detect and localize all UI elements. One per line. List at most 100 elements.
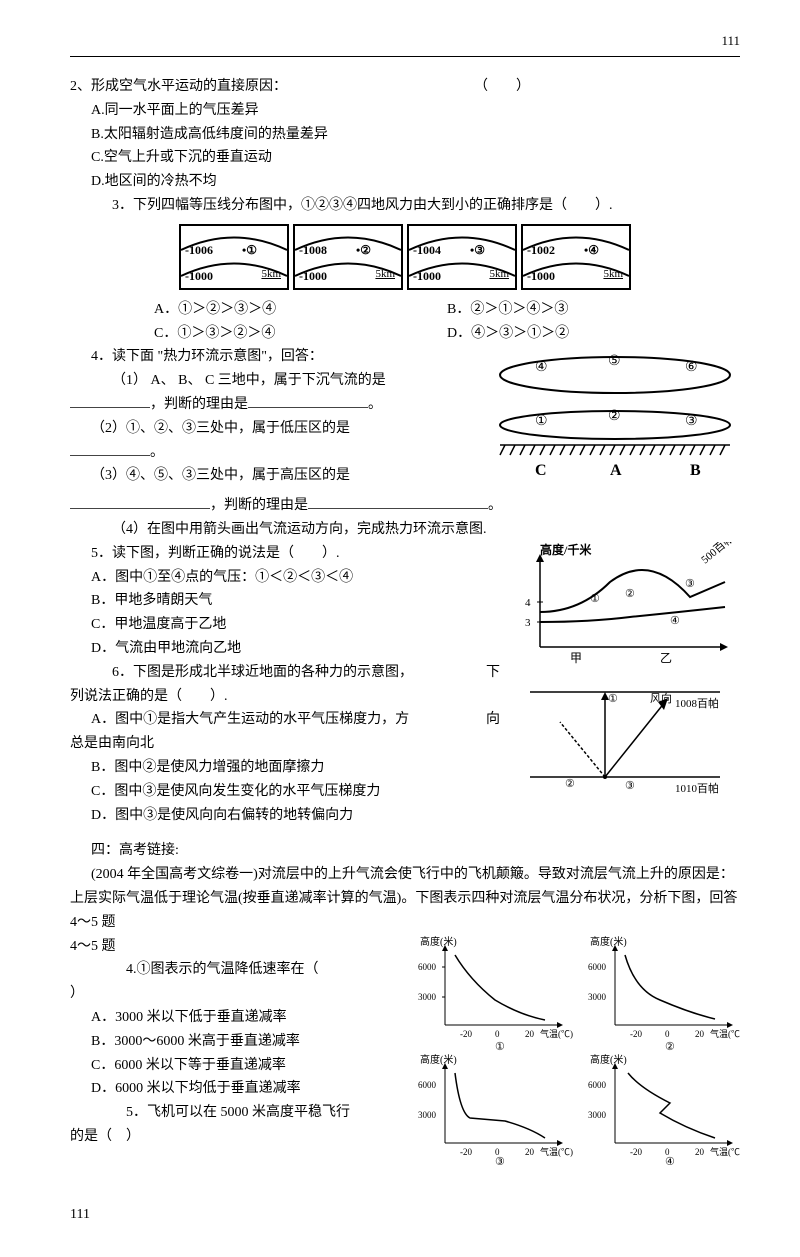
q6-opt-c: C．图中③是使风向发生变化的水平气压梯度力 — [70, 780, 500, 804]
page-number-bottom: 111 — [70, 1203, 740, 1227]
q6-opt-a-a: A．图中①是指大气产生运动的水平气压梯度力，方 — [91, 712, 409, 727]
q6-opt-a-b: 向 — [486, 708, 500, 732]
iso4-top: -1002 — [527, 240, 555, 260]
q3-opt-a: A．①＞②＞③＞④ — [154, 298, 447, 322]
svg-text:③: ③ — [685, 414, 698, 429]
thermal-circulation-figure: ④ ⑤ ⑥ ① ② ③ C A B — [490, 345, 740, 494]
iso3-km: 5km — [489, 265, 509, 284]
svg-text:②: ② — [625, 588, 635, 600]
svg-text:1008百帕: 1008百帕 — [675, 696, 719, 710]
svg-text:0: 0 — [665, 1029, 670, 1039]
q5-opt-a: A．图中①至④点的气压：①＜②＜③＜④ — [70, 566, 500, 590]
svg-text:3000: 3000 — [588, 992, 607, 1002]
header-rule — [70, 56, 740, 57]
q2-opt-d: D.地区间的冷热不均 — [70, 170, 740, 194]
q5-opt-d: D．气流由甲地流向乙地 — [70, 637, 500, 661]
iso2-km: 5km — [375, 265, 395, 284]
svg-text:④: ④ — [670, 615, 680, 627]
q4-p1c: 。 — [368, 397, 382, 412]
q6-stem-b: 下 — [486, 661, 500, 685]
svg-text:-20: -20 — [460, 1029, 472, 1039]
svg-text:②: ② — [608, 409, 621, 424]
svg-text:气温(℃): 气温(℃) — [710, 1028, 740, 1039]
q2-stem: 2、形成空气水平运动的直接原因： — [70, 79, 287, 94]
q5-opt-c: C．甲地温度高于乙地 — [70, 613, 500, 637]
iso4-bot: -1000 — [527, 266, 555, 286]
svg-text:④: ④ — [535, 360, 548, 375]
question-3: 3．下列四幅等压线分布图中，①②③④四地风力由大到小的正确排序是（ ）. -10… — [70, 194, 740, 345]
svg-text:20: 20 — [525, 1029, 535, 1039]
svg-text:3000: 3000 — [418, 992, 437, 1002]
svg-text:3000: 3000 — [588, 1110, 607, 1120]
iso3-pt: ③ — [474, 243, 485, 257]
q4-blank3[interactable] — [70, 455, 150, 456]
svg-text:B: B — [690, 462, 701, 479]
q6-opt-a-c: 总是由南向北 — [70, 732, 500, 756]
gq4-opt-a: A．3000 米以下低于垂直递减率 — [70, 1006, 400, 1030]
svg-text:6000: 6000 — [588, 1080, 607, 1090]
svg-text:④: ④ — [665, 1156, 675, 1165]
q2-opt-c: C.空气上升或下沉的垂直运动 — [70, 146, 740, 170]
question-2: 2、形成空气水平运动的直接原因： （ ） A.同一水平面上的气压差异 B.太阳辐… — [70, 75, 740, 194]
svg-text:②: ② — [665, 1041, 675, 1053]
isobar-4: -1002 •④ -1000 5km — [521, 224, 631, 290]
svg-text:⑤: ⑤ — [608, 354, 621, 369]
svg-text:20: 20 — [525, 1147, 535, 1157]
isobar-2: -1008 •② -1000 5km — [293, 224, 403, 290]
svg-text:⑥: ⑥ — [685, 360, 698, 375]
svg-text:20: 20 — [695, 1029, 705, 1039]
svg-text:高度(米): 高度(米) — [590, 1053, 627, 1066]
gq4-opt-b: B．3000～6000 米高于垂直递减率 — [70, 1030, 400, 1054]
svg-text:-20: -20 — [630, 1147, 642, 1157]
iso2-bot: -1000 — [299, 266, 327, 286]
page-number-top: 111 — [70, 30, 740, 52]
q3-stem: 3．下列四幅等压线分布图中，①②③④四地风力由大到小的正确排序是（ ）. — [70, 194, 740, 218]
svg-text:乙: 乙 — [660, 651, 672, 665]
gq4-opt-c: C．6000 米以下等于垂直递减率 — [70, 1054, 400, 1078]
svg-text:①: ① — [495, 1041, 505, 1053]
gq5-stem-b: 的是（ ） — [70, 1125, 400, 1149]
svg-text:①: ① — [590, 593, 600, 605]
svg-text:3: 3 — [525, 617, 531, 629]
iso4-km: 5km — [603, 265, 623, 284]
q2-opt-a: A.同一水平面上的气压差异 — [70, 99, 740, 123]
gq4-opt-d: D．6000 米以下均低于垂直递减率 — [70, 1077, 400, 1101]
q4-p3b: ，判断的理由是 — [210, 498, 308, 513]
q6-stem-a: 6．下图是形成北半球近地面的各种力的示意图， — [112, 665, 413, 680]
svg-text:高度(米): 高度(米) — [590, 935, 627, 948]
gq4-stem: 4.①图表示的气温降低速率在（ — [126, 962, 319, 977]
q4-p2a: （2）①、②、③三处中，属于低压区的是 — [91, 421, 350, 436]
q4-blank4[interactable] — [70, 508, 210, 509]
section4-title: 四：高考链接: — [70, 839, 740, 863]
svg-text:高度(米): 高度(米) — [420, 1053, 457, 1066]
svg-text:③: ③ — [625, 780, 635, 792]
q4-blank1[interactable] — [70, 407, 150, 408]
section4-intro: (2004 年全国高考文综卷一)对流层中的上升气流会使飞行中的飞机颠簸。导致对流… — [70, 863, 740, 934]
question-4: 4．读下面 "热力环流示意图"，回答： （1） A、 B、 C 三地中，属于下沉… — [70, 345, 740, 494]
svg-text:高度(米): 高度(米) — [420, 935, 457, 948]
iso2-top: -1008 — [299, 240, 327, 260]
svg-text:6000: 6000 — [588, 962, 607, 972]
iso3-top: -1004 — [413, 240, 441, 260]
svg-text:①: ① — [608, 693, 618, 705]
iso1-pt: ① — [246, 243, 257, 257]
iso1-top: -1006 — [185, 240, 213, 260]
iso2-pt: ② — [360, 243, 371, 257]
svg-text:①: ① — [535, 414, 548, 429]
q2-opt-b: B.太阳辐射造成高低纬度间的热量差异 — [70, 123, 740, 147]
q6-opt-b: B．图中②是使风力增强的地面摩擦力 — [70, 756, 500, 780]
q4-blank2[interactable] — [248, 407, 368, 408]
q4-p1a: （1） A、 B、 C 三地中，属于下沉气流的是 — [112, 373, 386, 388]
q4-p2b: 。 — [150, 445, 164, 460]
q2-paren: （ ） — [474, 79, 530, 94]
q4-p1b: ，判断的理由是 — [150, 397, 248, 412]
svg-text:风向: 风向 — [650, 691, 672, 705]
svg-text:500百帕: 500百帕 — [698, 542, 736, 566]
svg-text:6000: 6000 — [418, 962, 437, 972]
isobar-3: -1004 •③ -1000 5km — [407, 224, 517, 290]
q4-p3a: （3）④、⑤、③三处中，属于高压区的是 — [91, 468, 350, 483]
svg-text:6000: 6000 — [418, 1080, 437, 1090]
iso4-pt: ④ — [588, 243, 599, 257]
svg-text:气温(℃): 气温(℃) — [540, 1028, 573, 1039]
q4-blank5[interactable] — [308, 508, 488, 509]
